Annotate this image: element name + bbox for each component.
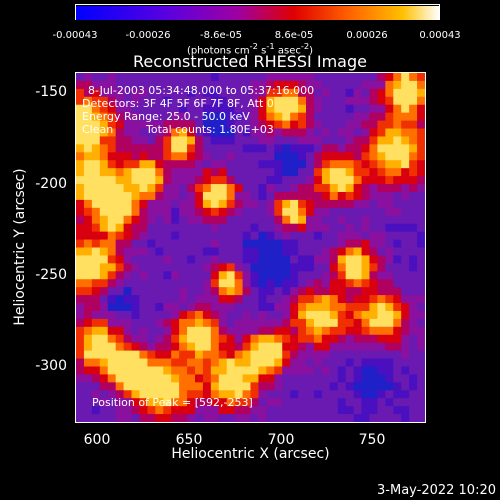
colorbar-tick: -0.00026	[125, 30, 171, 41]
colorbar-tick: 0.00043	[419, 30, 461, 41]
y-tick-label: -300	[35, 358, 67, 374]
x-axis-label: Heliocentric X (arcsec)	[171, 446, 330, 462]
colorbar-tick: 8.6e-05	[274, 30, 314, 41]
y-tick-label: -250	[35, 267, 67, 283]
y-axis-label: Heliocentric Y (arcsec)	[12, 168, 28, 326]
plot-title: Reconstructed RHESSI Image	[133, 52, 367, 71]
colorbar-tick: -8.6e-05	[200, 30, 242, 41]
x-tick-label: 600	[83, 432, 111, 448]
energy-annotation: Energy Range: 25.0 - 50.0 keV	[82, 110, 250, 123]
colorbar-tick: 0.00026	[346, 30, 388, 41]
colorbar-units: (photons cm-2 s-1 asec-2)	[186, 41, 314, 57]
colorbar	[75, 4, 440, 20]
clean-annotation: Clean	[82, 123, 114, 136]
counts-annotation: Total counts: 1.80E+03	[146, 123, 274, 136]
heatmap-cells	[76, 73, 425, 422]
y-tick-label: -200	[35, 176, 67, 192]
x-tick-label: 650	[175, 432, 203, 448]
heatmap-image	[76, 73, 425, 422]
colorbar-gradient	[76, 6, 439, 20]
peak-annotation: Position of Peak = [592,-253]	[92, 396, 253, 409]
y-tick-label: -150	[35, 84, 67, 100]
image-plot	[75, 72, 426, 423]
detectors-annotation: Detectors: 3F 4F 5F 6F 7F 8F, Att 0	[82, 97, 274, 110]
x-tick-label: 750	[358, 432, 386, 448]
plot-timestamp: 3-May-2022 10:20	[377, 483, 496, 498]
x-tick-label: 700	[267, 432, 295, 448]
time-range-annotation: 8-Jul-2003 05:34:48.000 to 05:37:16.000	[88, 84, 315, 97]
colorbar-tick: -0.00043	[52, 30, 98, 41]
